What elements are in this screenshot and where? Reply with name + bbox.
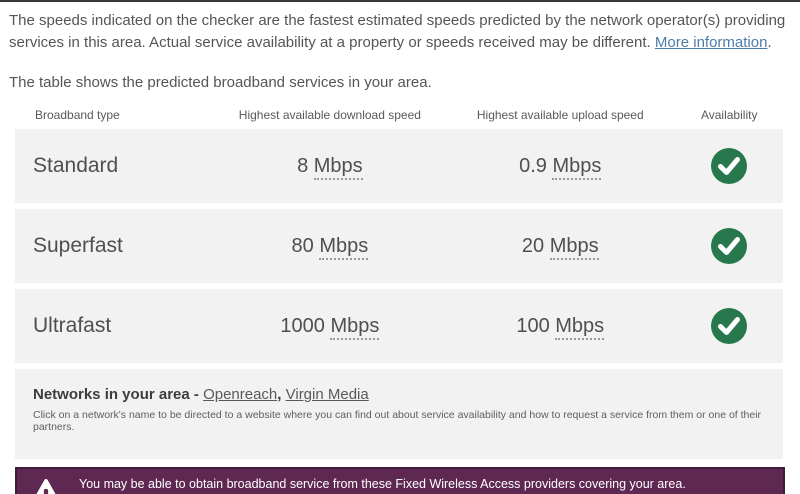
speed-number: 80 (291, 234, 314, 257)
download-speed-value: 1000 Mbps (215, 314, 445, 340)
more-information-link[interactable]: More information (654, 34, 768, 51)
speed-number: 0.9 (519, 154, 547, 177)
table-caption: The table shows the predicted broadband … (9, 74, 432, 91)
networks-in-area-panel: Networks in your area - Openreach, Virgi… (15, 369, 783, 459)
table-row-ultrafast: Ultrafast 1000 Mbps 100 Mbps (15, 289, 783, 363)
mbps-abbr: Mbps (555, 314, 605, 340)
networks-heading: Networks in your area - Openreach, Virgi… (33, 386, 765, 403)
upload-speed-value: 0.9 Mbps (445, 154, 675, 180)
fixed-wireless-banner: You may be able to obtain broadband serv… (15, 467, 785, 494)
download-speed-value: 80 Mbps (215, 234, 445, 260)
upload-speed-value: 100 Mbps (445, 314, 675, 340)
banner-text-block: You may be able to obtain broadband serv… (79, 477, 686, 494)
upload-speed-value: 20 Mbps (445, 234, 675, 260)
download-speed-value: 8 Mbps (215, 154, 445, 180)
speed-number: 100 (516, 314, 550, 337)
header-availability: Availability (700, 108, 758, 122)
header-upload-speed: Highest available upload speed (476, 108, 644, 122)
link-separator: , (277, 386, 286, 403)
table-row-superfast: Superfast 80 Mbps 20 Mbps (15, 209, 783, 283)
availability-check-icon (711, 148, 748, 184)
warning-triangle-icon (36, 478, 56, 494)
header-broadband-type: Broadband type (35, 108, 120, 122)
mbps-abbr: Mbps (330, 314, 380, 340)
header-download-speed: Highest available download speed (238, 108, 421, 122)
sentence-period: . (767, 34, 772, 51)
speed-number: 20 (521, 234, 545, 257)
availability-cell (675, 308, 783, 344)
speed-number: 1000 (280, 314, 325, 337)
mbps-abbr: Mbps (319, 234, 369, 260)
table-header-row: Broadband type Highest available downloa… (15, 108, 783, 129)
broadband-type-label: Ultrafast (33, 314, 112, 337)
mbps-abbr: Mbps (549, 234, 599, 260)
availability-check-icon (711, 228, 748, 264)
networks-heading-label: Networks in your area - (33, 386, 204, 403)
table-row-standard: Standard 8 Mbps 0.9 Mbps (15, 129, 783, 203)
disclaimer-body: The speeds indicated on the checker are … (9, 12, 786, 51)
mbps-abbr: Mbps (313, 154, 363, 180)
broadband-type-label: Standard (33, 154, 119, 177)
speeds-disclaimer-text: The speeds indicated on the checker are … (9, 10, 790, 54)
network-link-openreach[interactable]: Openreach (203, 386, 278, 403)
banner-message: You may be able to obtain broadband serv… (79, 477, 686, 491)
availability-check-icon (711, 308, 748, 344)
mbps-abbr: Mbps (552, 154, 602, 180)
networks-note: Click on a network's name to be directed… (33, 409, 762, 433)
speed-number: 8 (297, 154, 309, 177)
availability-cell (675, 228, 783, 264)
broadband-type-label: Superfast (33, 234, 123, 257)
network-link-virgin-media[interactable]: Virgin Media (285, 386, 369, 403)
availability-cell (675, 148, 783, 184)
